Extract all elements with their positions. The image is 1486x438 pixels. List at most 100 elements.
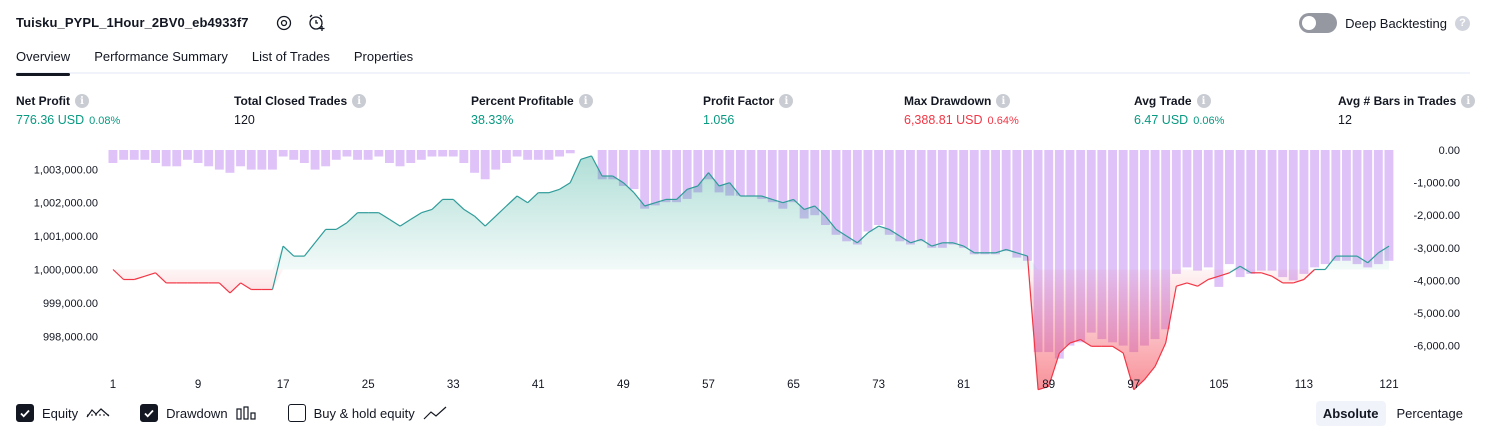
- equity-line-segment: [1186, 282, 1198, 287]
- equity-line-segment: [1143, 366, 1156, 381]
- scale-mode-switch: Absolute Percentage: [1315, 401, 1470, 426]
- equity-line-segment: [782, 198, 794, 204]
- drawdown-bar: [299, 150, 309, 163]
- equity-line-segment: [378, 212, 390, 220]
- buy-hold-checkbox[interactable]: Buy & hold equity: [287, 404, 447, 422]
- equity-line-segment: [655, 198, 667, 204]
- drawdown-bar: [746, 150, 756, 196]
- drawdown-bar: [1097, 150, 1107, 340]
- equity-line-segment: [1026, 256, 1039, 390]
- equity-line-segment: [824, 215, 837, 230]
- metric-value: 120: [234, 113, 255, 127]
- drawdown-bar: [810, 150, 820, 216]
- x-tick-label: 1: [110, 379, 116, 391]
- info-icon[interactable]: i: [996, 94, 1011, 108]
- equity-line-segment: [1324, 255, 1337, 270]
- equity-line-segment: [687, 185, 698, 190]
- equity-line-segment: [1239, 265, 1252, 274]
- drawdown-bar: [1150, 150, 1160, 340]
- drawdown-bar: [767, 150, 777, 203]
- right-tick-label: -5,000.00: [1414, 308, 1460, 320]
- drawdown-bar: [959, 150, 969, 248]
- metric-percent-profitable: Percent Profitable i 38.33%: [471, 94, 593, 127]
- drawdown-bar: [1320, 150, 1330, 265]
- drawdown-bar: [1288, 150, 1298, 281]
- equity-line-segment: [612, 175, 624, 184]
- drawdown-bar: [661, 150, 671, 203]
- equity-line-segment: [846, 235, 858, 244]
- metric-label: Total Closed Trades: [234, 94, 348, 108]
- metric-label: Avg Trade: [1134, 94, 1192, 108]
- right-tick-label: -6,000.00: [1414, 341, 1460, 353]
- equity-line-segment: [963, 245, 975, 254]
- x-tick-label: 33: [447, 379, 460, 391]
- equity-line-segment: [516, 195, 529, 204]
- metric-avg-bars: Avg # Bars in Trades i 12: [1338, 94, 1476, 127]
- info-icon[interactable]: i: [779, 94, 794, 108]
- drawdown-bar: [778, 150, 788, 209]
- buy-hold-label: Buy & hold equity: [313, 405, 415, 421]
- drawdown-bar: [618, 150, 628, 186]
- equity-line-segment: [335, 222, 348, 230]
- x-tick-label: 89: [1042, 379, 1055, 391]
- left-tick-label: 1,002,000.00: [34, 198, 98, 210]
- drawdown-bar: [704, 150, 713, 180]
- metric-label: Avg # Bars in Trades: [1338, 94, 1457, 108]
- drawdown-bar: [1373, 150, 1383, 265]
- drawdown-bar: [1044, 150, 1054, 353]
- percentage-button[interactable]: Percentage: [1396, 406, 1464, 421]
- drawdown-label: Drawdown: [166, 405, 228, 421]
- equity-line-segment: [527, 192, 539, 204]
- equity-line-segment: [282, 245, 295, 257]
- drawdown-bar: [555, 150, 564, 157]
- x-tick-label: 113: [1295, 379, 1313, 391]
- info-icon[interactable]: i: [352, 94, 367, 108]
- equity-line-segment: [144, 272, 156, 277]
- info-icon[interactable]: i: [1461, 94, 1476, 108]
- equity-legend-icon: [86, 405, 110, 421]
- x-tick-label: 121: [1379, 379, 1398, 391]
- deep-backtesting-toggle[interactable]: [1299, 13, 1338, 33]
- equity-line-segment: [569, 159, 582, 183]
- help-icon[interactable]: ?: [1455, 15, 1470, 31]
- equity-line-segment: [1016, 252, 1028, 257]
- equity-checkbox[interactable]: Equity: [16, 404, 110, 422]
- equity-line-segment: [1165, 286, 1177, 344]
- tab-list-of-trades[interactable]: List of Trades: [251, 49, 330, 64]
- drawdown-bar: [980, 150, 990, 255]
- equity-line-segment: [952, 242, 964, 247]
- tab-performance-summary[interactable]: Performance Summary: [94, 49, 228, 64]
- drawdown-checkbox[interactable]: Drawdown: [140, 404, 257, 422]
- equity-line-segment: [1122, 352, 1135, 390]
- drawdown-bar: [757, 150, 767, 199]
- equity-line-segment: [1069, 339, 1081, 344]
- info-icon[interactable]: i: [1196, 94, 1211, 108]
- right-axis: 0.00 -1,000.00 -2,000.00 -3,000.00 -4,000.00…: [1414, 145, 1460, 353]
- drawdown-bar: [427, 150, 437, 157]
- metric-net-profit: Net Profit i 776.36 USD 0.08%: [16, 94, 120, 127]
- x-tick-label: 49: [617, 379, 630, 391]
- drawdown-bar: [438, 150, 448, 157]
- metric-max-drawdown: Max Drawdown i 6,388.81 USD 0.64%: [904, 94, 1019, 127]
- settings-icon[interactable]: [274, 13, 294, 33]
- equity-line-segment: [1367, 252, 1379, 264]
- drawdown-bar: [906, 150, 915, 245]
- add-alert-icon[interactable]: [307, 13, 327, 33]
- metric-value: 1.056: [703, 113, 735, 127]
- equity-line-segment: [155, 272, 167, 284]
- equity-drawdown-chart[interactable]: 1,003,000.00 1,002,000.00 1,001,000.00 1,00…: [0, 140, 1486, 395]
- tab-overview[interactable]: Overview: [16, 46, 71, 76]
- metric-value: 12: [1338, 113, 1352, 127]
- absolute-button[interactable]: Absolute: [1315, 401, 1386, 426]
- drawdown-bar: [1363, 150, 1373, 268]
- info-icon[interactable]: i: [75, 94, 89, 108]
- drawdown-legend-icon: [235, 405, 258, 421]
- drawdown-bar: [1267, 150, 1277, 271]
- equity-line-segment: [1133, 379, 1145, 391]
- equity-line-segment: [888, 228, 901, 237]
- drawdown-bar: [1023, 150, 1032, 261]
- equity-line-segment: [431, 198, 444, 210]
- info-icon[interactable]: i: [578, 94, 593, 108]
- tab-properties[interactable]: Properties: [353, 49, 414, 64]
- chart-legend: Equity Drawdown Buy & hold equity: [16, 404, 477, 422]
